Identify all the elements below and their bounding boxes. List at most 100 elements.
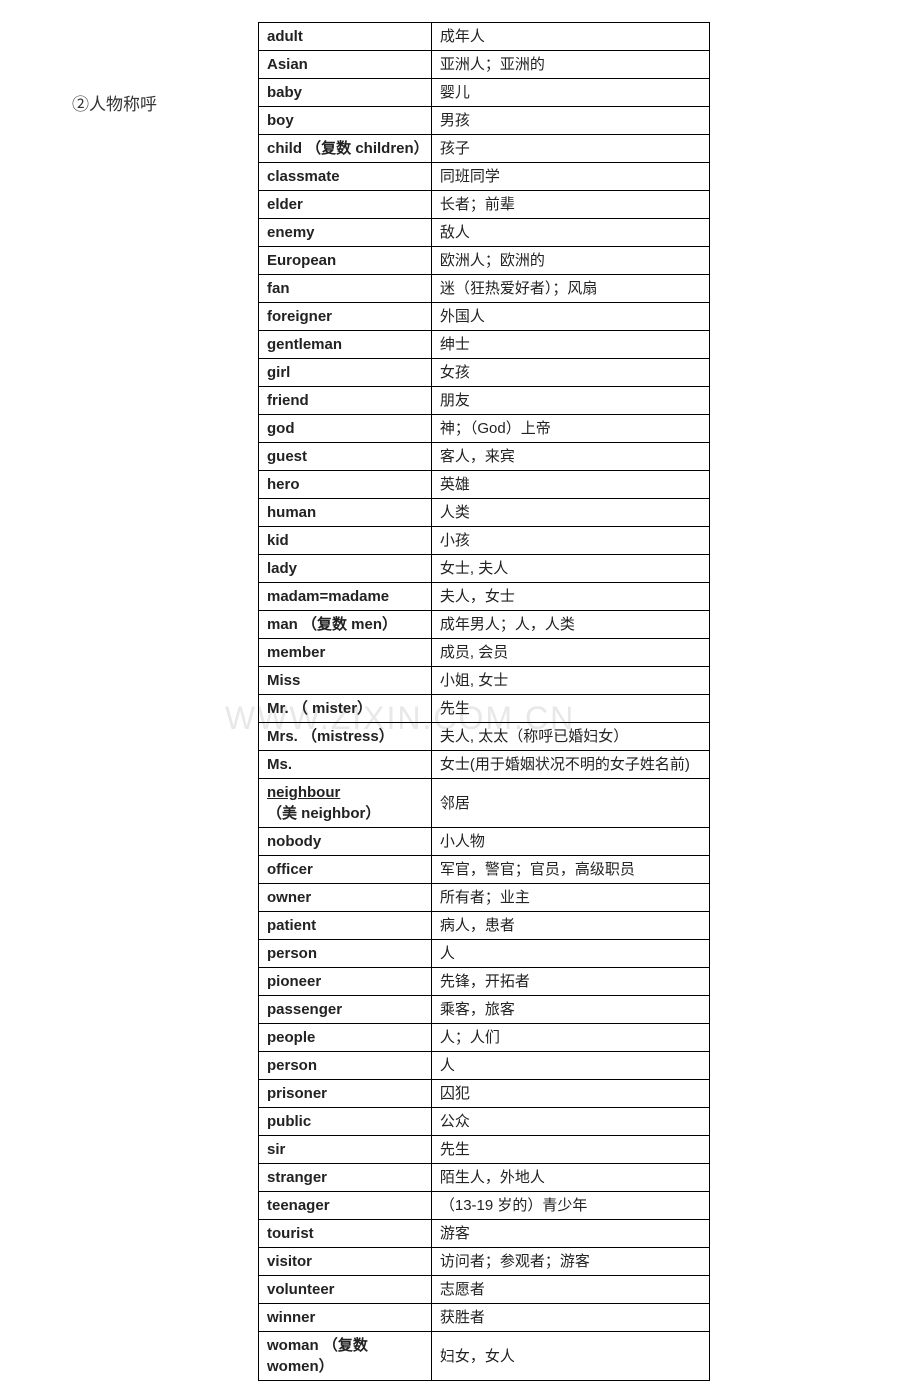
english-cell: lady bbox=[259, 555, 432, 583]
table-row: kid小孩 bbox=[259, 527, 710, 555]
chinese-cell: 游客 bbox=[431, 1220, 709, 1248]
english-cell: elder bbox=[259, 191, 432, 219]
english-cell: Mr. （ mister） bbox=[259, 695, 432, 723]
chinese-cell: 成年男人；人，人类 bbox=[431, 611, 709, 639]
table-row: Mrs. （mistress）夫人, 太太（称呼已婚妇女） bbox=[259, 723, 710, 751]
table-row: pioneer先锋，开拓者 bbox=[259, 968, 710, 996]
chinese-cell: 先生 bbox=[431, 695, 709, 723]
table-row: hero英雄 bbox=[259, 471, 710, 499]
table-row: passenger乘客，旅客 bbox=[259, 996, 710, 1024]
chinese-cell: 朋友 bbox=[431, 387, 709, 415]
page-container: WWW.ZIXIN.COM.CN ②人物称呼 adult成年人Asian亚洲人；… bbox=[0, 0, 920, 1302]
english-cell: adult bbox=[259, 23, 432, 51]
chinese-cell: 妇女，女人 bbox=[431, 1332, 709, 1381]
english-cell: stranger bbox=[259, 1164, 432, 1192]
chinese-cell: 婴儿 bbox=[431, 79, 709, 107]
table-row: neighbour（美 neighbor）邻居 bbox=[259, 779, 710, 828]
english-cell: boy bbox=[259, 107, 432, 135]
english-cell: officer bbox=[259, 856, 432, 884]
table-row: sir先生 bbox=[259, 1136, 710, 1164]
chinese-cell: 志愿者 bbox=[431, 1276, 709, 1304]
english-cell: owner bbox=[259, 884, 432, 912]
english-cell: person bbox=[259, 1052, 432, 1080]
english-cell: classmate bbox=[259, 163, 432, 191]
english-cell: Mrs. （mistress） bbox=[259, 723, 432, 751]
chinese-cell: 亚洲人；亚洲的 bbox=[431, 51, 709, 79]
table-row: baby婴儿 bbox=[259, 79, 710, 107]
chinese-cell: 获胜者 bbox=[431, 1304, 709, 1332]
chinese-cell: 同班同学 bbox=[431, 163, 709, 191]
chinese-cell: 小孩 bbox=[431, 527, 709, 555]
chinese-cell: 外国人 bbox=[431, 303, 709, 331]
english-cell: fan bbox=[259, 275, 432, 303]
english-cell: hero bbox=[259, 471, 432, 499]
english-cell: pioneer bbox=[259, 968, 432, 996]
chinese-cell: 女士(用于婚姻状况不明的女子姓名前) bbox=[431, 751, 709, 779]
table-row: elder长者；前辈 bbox=[259, 191, 710, 219]
table-row: guest客人，来宾 bbox=[259, 443, 710, 471]
vocabulary-table: adult成年人Asian亚洲人；亚洲的baby婴儿boy男孩child （复数… bbox=[258, 22, 710, 1381]
english-cell: patient bbox=[259, 912, 432, 940]
chinese-cell: 先生 bbox=[431, 1136, 709, 1164]
english-cell: foreigner bbox=[259, 303, 432, 331]
english-cell: neighbour（美 neighbor） bbox=[259, 779, 432, 828]
chinese-cell: 夫人, 太太（称呼已婚妇女） bbox=[431, 723, 709, 751]
chinese-cell: 女孩 bbox=[431, 359, 709, 387]
english-cell: woman （复数 women） bbox=[259, 1332, 432, 1381]
english-cell: enemy bbox=[259, 219, 432, 247]
chinese-cell: 囚犯 bbox=[431, 1080, 709, 1108]
table-row: tourist游客 bbox=[259, 1220, 710, 1248]
chinese-cell: 人 bbox=[431, 940, 709, 968]
table-row: friend朋友 bbox=[259, 387, 710, 415]
table-row: stranger陌生人，外地人 bbox=[259, 1164, 710, 1192]
table-row: Ms.女士(用于婚姻状况不明的女子姓名前) bbox=[259, 751, 710, 779]
table-row: visitor访问者；参观者；游客 bbox=[259, 1248, 710, 1276]
chinese-cell: 人类 bbox=[431, 499, 709, 527]
english-cell: people bbox=[259, 1024, 432, 1052]
table-row: Asian亚洲人；亚洲的 bbox=[259, 51, 710, 79]
table-row: girl女孩 bbox=[259, 359, 710, 387]
chinese-cell: 陌生人，外地人 bbox=[431, 1164, 709, 1192]
chinese-cell: 欧洲人；欧洲的 bbox=[431, 247, 709, 275]
chinese-cell: 小姐, 女士 bbox=[431, 667, 709, 695]
table-row: Mr. （ mister）先生 bbox=[259, 695, 710, 723]
english-cell: human bbox=[259, 499, 432, 527]
english-cell: baby bbox=[259, 79, 432, 107]
english-cell: visitor bbox=[259, 1248, 432, 1276]
chinese-cell: 客人，来宾 bbox=[431, 443, 709, 471]
table-row: foreigner外国人 bbox=[259, 303, 710, 331]
table-row: boy男孩 bbox=[259, 107, 710, 135]
english-cell: friend bbox=[259, 387, 432, 415]
table-row: fan迷（狂热爱好者）；风扇 bbox=[259, 275, 710, 303]
table-row: Miss小姐, 女士 bbox=[259, 667, 710, 695]
table-row: madam=madame夫人，女士 bbox=[259, 583, 710, 611]
chinese-cell: 邻居 bbox=[431, 779, 709, 828]
chinese-cell: 人 bbox=[431, 1052, 709, 1080]
english-cell: madam=madame bbox=[259, 583, 432, 611]
chinese-cell: 小人物 bbox=[431, 828, 709, 856]
chinese-cell: 神；（God）上帝 bbox=[431, 415, 709, 443]
table-row: public公众 bbox=[259, 1108, 710, 1136]
english-cell: Asian bbox=[259, 51, 432, 79]
chinese-cell: 绅士 bbox=[431, 331, 709, 359]
english-cell: Ms. bbox=[259, 751, 432, 779]
english-cell: kid bbox=[259, 527, 432, 555]
chinese-cell: 成年人 bbox=[431, 23, 709, 51]
english-cell: sir bbox=[259, 1136, 432, 1164]
english-cell: European bbox=[259, 247, 432, 275]
table-row: woman （复数 women）妇女，女人 bbox=[259, 1332, 710, 1381]
table-row: person人 bbox=[259, 1052, 710, 1080]
english-cell: person bbox=[259, 940, 432, 968]
english-cell: gentleman bbox=[259, 331, 432, 359]
table-row: child （复数 children）孩子 bbox=[259, 135, 710, 163]
english-cell: god bbox=[259, 415, 432, 443]
table-row: classmate同班同学 bbox=[259, 163, 710, 191]
table-row: prisoner囚犯 bbox=[259, 1080, 710, 1108]
chinese-cell: （13-19 岁的）青少年 bbox=[431, 1192, 709, 1220]
table-row: adult成年人 bbox=[259, 23, 710, 51]
chinese-cell: 人；人们 bbox=[431, 1024, 709, 1052]
chinese-cell: 男孩 bbox=[431, 107, 709, 135]
english-cell: guest bbox=[259, 443, 432, 471]
chinese-cell: 英雄 bbox=[431, 471, 709, 499]
table-row: lady女士, 夫人 bbox=[259, 555, 710, 583]
